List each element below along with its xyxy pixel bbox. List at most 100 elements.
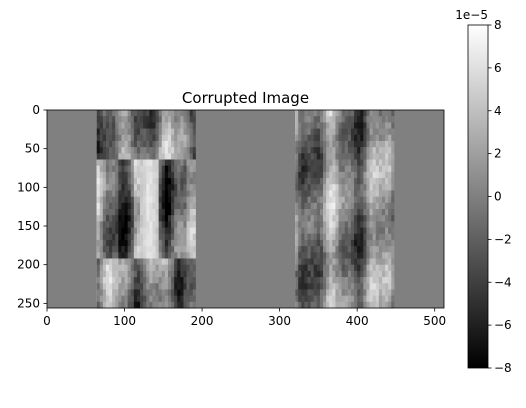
heatmap-cell xyxy=(391,159,395,167)
heatmap-cell xyxy=(121,134,125,142)
heatmap-cell xyxy=(372,233,377,241)
heatmap-cell xyxy=(140,153,144,160)
heatmap-cell xyxy=(295,277,299,284)
heatmap-cell xyxy=(152,134,156,142)
heatmap-cell xyxy=(124,190,129,198)
heatmap-cell xyxy=(347,246,352,253)
heatmap-cell xyxy=(146,264,150,272)
heatmap-cell xyxy=(307,202,312,210)
heatmap-cell xyxy=(158,295,163,303)
heatmap-cell xyxy=(313,215,318,222)
heatmap-cell xyxy=(192,239,197,247)
heatmap-cell xyxy=(301,246,305,253)
heatmap-cell xyxy=(301,159,305,167)
heatmap-cell xyxy=(350,122,355,129)
heatmap-cell xyxy=(350,165,355,173)
heatmap-cell xyxy=(186,140,191,148)
heatmap-cell xyxy=(109,202,113,210)
heatmap-cell xyxy=(388,270,392,278)
heatmap-cell xyxy=(124,227,129,235)
heatmap-cell xyxy=(316,196,321,204)
heatmap-cell xyxy=(344,221,349,228)
heatmap-cell xyxy=(164,283,169,290)
heatmap-cell xyxy=(155,221,160,228)
heatmap-cell xyxy=(381,221,386,228)
heatmap-cell xyxy=(372,165,377,173)
heatmap-cell xyxy=(372,110,377,117)
heatmap-cell xyxy=(335,128,339,136)
heatmap-cell xyxy=(338,171,343,179)
heatmap-cell xyxy=(140,165,144,173)
heatmap-cell xyxy=(167,227,172,235)
heatmap-cell xyxy=(385,165,389,173)
heatmap-cell xyxy=(388,190,392,198)
heatmap-cell xyxy=(335,165,339,173)
heatmap-cell xyxy=(115,289,119,297)
heatmap-cell xyxy=(388,233,392,241)
heatmap-cell xyxy=(174,289,178,297)
heatmap-cell xyxy=(96,295,101,303)
heatmap-cell xyxy=(180,165,184,173)
heatmap-cell xyxy=(332,215,336,222)
heatmap-cell xyxy=(316,153,321,160)
heatmap-cell xyxy=(158,128,163,136)
heatmap-cell xyxy=(326,110,330,117)
heatmap-cell xyxy=(319,233,324,241)
heatmap-cell xyxy=(130,153,135,160)
heatmap-cell xyxy=(140,246,144,253)
heatmap-cell xyxy=(180,147,184,154)
heatmap-cell xyxy=(171,202,175,210)
heatmap-cell xyxy=(326,202,330,210)
heatmap-cell xyxy=(391,270,395,278)
heatmap-cell xyxy=(189,264,194,272)
heatmap-cell xyxy=(350,270,355,278)
heatmap-cell xyxy=(112,283,116,290)
heatmap-cell xyxy=(183,122,187,129)
heatmap-cell xyxy=(146,227,150,235)
heatmap-cell xyxy=(149,270,153,278)
heatmap-cell xyxy=(186,134,191,142)
heatmap-cell xyxy=(298,277,302,284)
heatmap-cell xyxy=(158,116,163,123)
heatmap-cell xyxy=(174,295,178,303)
heatmap-cell xyxy=(369,147,374,154)
heatmap-cell xyxy=(316,301,321,309)
heatmap-cell xyxy=(183,301,187,309)
heatmap-cell xyxy=(357,283,361,290)
heatmap-cell xyxy=(369,246,374,253)
heatmap-cell xyxy=(180,128,184,136)
heatmap-cell xyxy=(350,239,355,247)
heatmap-cell xyxy=(105,128,110,136)
heatmap-cell xyxy=(307,128,312,136)
heatmap-cell xyxy=(354,301,358,309)
heatmap-cell xyxy=(298,202,302,210)
heatmap-cell xyxy=(313,184,318,191)
heatmap-cell xyxy=(149,295,153,303)
heatmap-cell xyxy=(295,283,299,290)
heatmap-cell xyxy=(164,165,169,173)
heatmap-cell xyxy=(381,215,386,222)
heatmap-cell xyxy=(124,165,129,173)
heatmap-cell xyxy=(127,227,132,235)
heatmap-cell xyxy=(130,301,135,309)
heatmap-cell xyxy=(304,209,308,216)
heatmap-cell xyxy=(140,122,144,129)
heatmap-cell xyxy=(183,128,187,136)
heatmap-cell xyxy=(391,178,395,185)
heatmap-cell xyxy=(112,233,116,241)
heatmap-cell xyxy=(167,196,172,204)
heatmap-cell xyxy=(189,246,194,253)
heatmap-cell xyxy=(363,110,367,117)
heatmap-cell xyxy=(164,252,169,259)
heatmap-cell xyxy=(366,196,370,204)
heatmap-cell xyxy=(372,116,377,123)
heatmap-cell xyxy=(375,258,380,266)
heatmap-cell xyxy=(344,264,349,272)
heatmap-cell xyxy=(152,289,156,297)
heatmap-cell xyxy=(381,165,386,173)
heatmap-cell xyxy=(372,277,377,284)
heatmap-cell xyxy=(102,301,107,309)
heatmap-cell xyxy=(124,289,129,297)
heatmap-cell xyxy=(329,221,333,228)
heatmap-cell xyxy=(161,215,166,222)
